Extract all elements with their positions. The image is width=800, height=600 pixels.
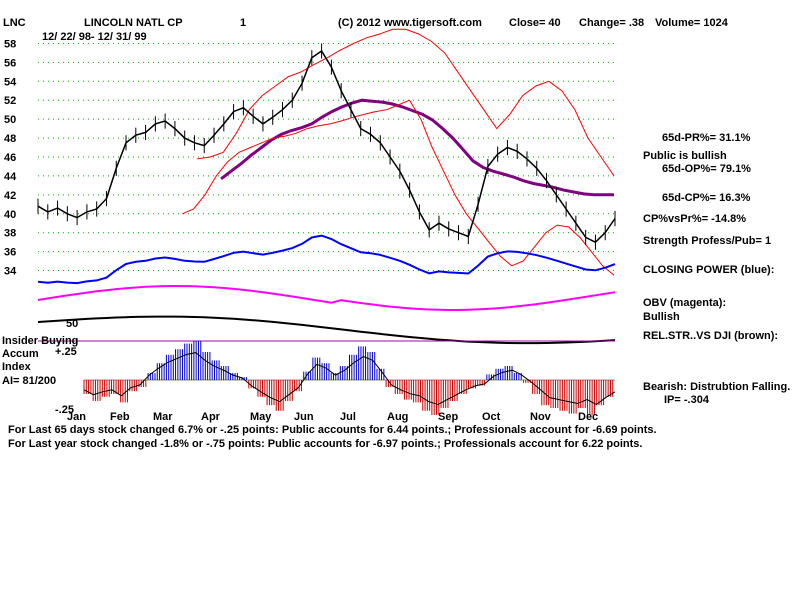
- volume-value: Volume= 1024: [655, 17, 729, 29]
- obv-state-label: Bullish: [643, 311, 680, 323]
- month-label-jan: Jan: [67, 411, 86, 423]
- footer-line-2: For Last year stock changed -1.8% or -.7…: [8, 438, 642, 450]
- month-label-jun: Jun: [294, 411, 314, 423]
- closing-power-line: [37, 234, 616, 285]
- price-tick-58: 58: [4, 38, 16, 50]
- month-label-may: May: [250, 411, 272, 423]
- obv-line: [37, 284, 616, 311]
- month-label-nov: Nov: [530, 411, 552, 423]
- series-upper-band: [197, 28, 615, 177]
- price-tick-40: 40: [4, 209, 16, 221]
- obv-label: OBV (magenta):: [643, 297, 726, 309]
- price-tick-56: 56: [4, 57, 16, 69]
- op65-label: 65d-OP%= 79.1%: [662, 163, 751, 175]
- accum-bars-layer: [83, 340, 616, 415]
- price-tick-52: 52: [4, 95, 16, 107]
- price-tick-44: 44: [4, 171, 17, 183]
- fifty-label: 50: [66, 318, 78, 330]
- price-tick-54: 54: [4, 76, 17, 88]
- price-tick-46: 46: [4, 152, 16, 164]
- price-tick-48: 48: [4, 133, 16, 145]
- closing-power-label: CLOSING POWER (blue):: [643, 264, 774, 276]
- bands-layer: [182, 28, 615, 276]
- minus25-label: -.25: [55, 404, 74, 416]
- month-label-jul: Jul: [340, 411, 356, 423]
- series-65-day-moving-average: [220, 98, 614, 197]
- month-label-mar: Mar: [153, 411, 173, 423]
- change-value: Change= .38: [579, 17, 644, 29]
- series-lower-band: [182, 99, 615, 276]
- header-one: 1: [240, 17, 246, 29]
- close-value: Close= 40: [509, 17, 561, 29]
- public-bullish-label: Public is bullish: [643, 150, 727, 162]
- price-tick-38: 38: [4, 228, 16, 240]
- price-tick-36: 36: [4, 247, 16, 259]
- price-axis: 58 56 54 52 50 48 46 44 42 40 38 36 34: [4, 38, 17, 277]
- month-label-apr: Apr: [201, 411, 221, 423]
- rel-strength-line: [37, 315, 616, 345]
- relstr-label: REL.STR..VS DJI (brown):: [643, 330, 778, 342]
- date-range: 12/ 22/ 98- 12/ 31/ 99: [42, 31, 147, 43]
- insider-buying-label: Insider Buying: [2, 335, 78, 347]
- price-tick-42: 42: [4, 190, 16, 202]
- ai-label: AI= 81/200: [2, 375, 56, 387]
- plus25-label: +.25: [55, 346, 77, 358]
- footer-line-1: For Last 65 days stock changed 6.7% or -…: [8, 424, 657, 436]
- price-tick-34: 34: [4, 266, 17, 278]
- month-label-feb: Feb: [110, 411, 130, 423]
- indicator-lines: [37, 234, 616, 345]
- month-axis: Jan Feb Mar Apr May Jun Jul Aug Sep Oct Nov Dec: [67, 411, 598, 423]
- cp65-label: 65d-CP%= 16.3%: [662, 192, 751, 204]
- month-label-aug: Aug: [387, 411, 408, 423]
- strength-label: Strength Profess/Pub= 1: [643, 235, 771, 247]
- price-layer: [37, 43, 616, 250]
- month-label-sep: Sep: [438, 411, 458, 423]
- accum-label: Accum: [2, 348, 39, 360]
- price-tick-50: 50: [4, 114, 16, 126]
- accum-curve: [83, 352, 616, 406]
- company-name: LINCOLN NATL CP: [84, 17, 183, 29]
- month-label-dec: Dec: [578, 411, 598, 423]
- month-label-oct: Oct: [482, 411, 501, 423]
- index-label: Index: [2, 361, 32, 373]
- bearish-label: Bearish: Distrubtion Falling.: [643, 381, 790, 393]
- copyright-text: (C) 2012 www.tigersoft.com: [338, 17, 482, 29]
- ticker-label: LNC: [3, 17, 26, 29]
- cpvspr-label: CP%vsPr%= -14.8%: [643, 213, 746, 225]
- series-price-close: [37, 49, 616, 244]
- pr65-label: 65d-PR%= 31.1%: [662, 132, 751, 144]
- ip-label: IP= -.304: [664, 394, 710, 406]
